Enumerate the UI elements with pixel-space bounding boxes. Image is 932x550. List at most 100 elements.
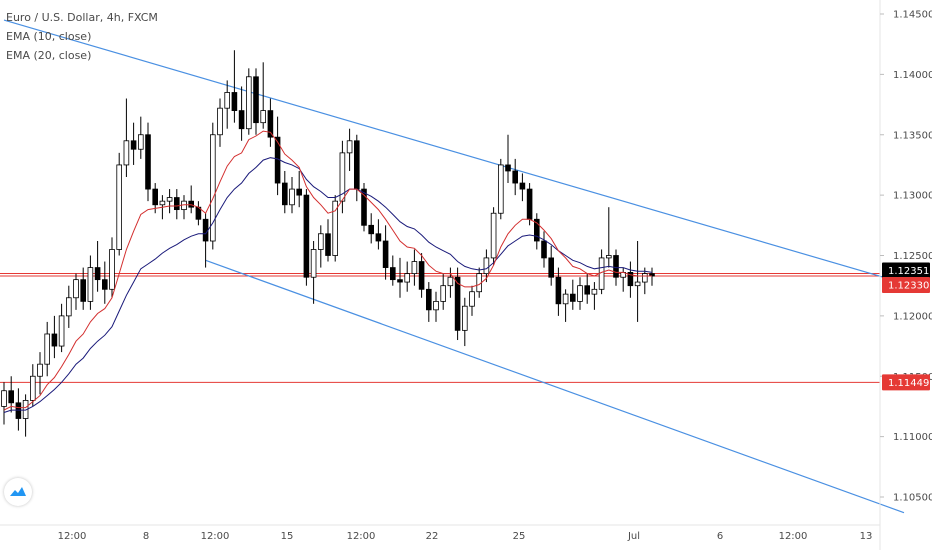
candle-body — [152, 188, 159, 206]
candle-body — [231, 92, 238, 112]
candle-body — [512, 170, 518, 184]
candle-body — [188, 200, 195, 208]
candle-body — [534, 218, 540, 242]
candle-body — [541, 240, 547, 259]
last-price-badge-bg — [882, 262, 930, 279]
level-1-badge-bg — [882, 277, 930, 294]
price-badges: 1.12351 1.12330 1.11449 — [882, 262, 930, 391]
ema-10-label[interactable]: EMA (10, close) — [6, 30, 92, 43]
last-price-badge-text: 1.12351 — [888, 266, 929, 277]
price-tick-label: 1.13500 — [893, 130, 932, 141]
candle-body — [87, 267, 94, 302]
candle-body — [562, 293, 569, 305]
candle-body — [260, 110, 266, 124]
candle-body — [267, 110, 274, 138]
candle-body — [73, 279, 79, 299]
price-tick-label: 1.12500 — [893, 251, 932, 262]
candle-body — [217, 107, 223, 136]
candle-body — [353, 140, 360, 190]
level-2-badge-bg — [882, 374, 930, 391]
candle-body — [15, 402, 22, 419]
candle-body — [627, 272, 634, 287]
candle-body — [461, 305, 468, 331]
price-axis[interactable]: 1.14500 1.14000 1.13500 1.13000 1.12500 1.120… — [880, 10, 932, 504]
brand-logo-icon[interactable] — [4, 478, 32, 506]
candle-body — [440, 285, 446, 302]
time-tick-label: 22 — [426, 531, 439, 542]
candle-body — [303, 194, 310, 278]
candle-body — [130, 140, 137, 150]
candle-body — [425, 288, 432, 311]
candle-body — [526, 188, 533, 220]
candle-body — [332, 200, 338, 256]
candle-body — [346, 140, 353, 154]
candle-body — [411, 261, 418, 275]
candle-body — [555, 276, 562, 305]
candle-body — [570, 293, 576, 302]
candle-body — [634, 281, 641, 287]
candle-body — [1, 390, 7, 407]
candle-body — [173, 197, 180, 211]
candle-body — [317, 233, 324, 250]
time-tick-label: 12:00 — [201, 531, 230, 542]
candle-body — [433, 300, 439, 311]
candle-body — [642, 273, 648, 283]
candle-body — [253, 76, 259, 124]
price-tick-label: 1.14000 — [893, 70, 932, 81]
candle-body — [404, 273, 410, 283]
candle-body — [339, 152, 346, 202]
candle-body — [109, 249, 115, 290]
ema-20-line — [3, 157, 653, 413]
candle-body — [123, 140, 130, 166]
candle-body — [245, 76, 252, 130]
candle-body — [505, 164, 511, 172]
candle-body — [66, 297, 72, 317]
candle-body — [102, 279, 108, 290]
time-tick-label: Jul — [627, 531, 640, 542]
candle-body — [389, 267, 396, 281]
channel-lower-line — [205, 259, 905, 514]
time-tick-label: 12:00 — [347, 531, 376, 542]
candle-body — [447, 276, 454, 287]
candle-body — [209, 134, 216, 242]
time-tick-label: 25 — [513, 531, 526, 542]
candle-body — [51, 333, 58, 347]
candle-body — [8, 390, 15, 404]
candle-body — [418, 261, 425, 290]
time-tick-label: 6 — [717, 531, 723, 542]
candle-body — [137, 134, 144, 150]
candle-body — [94, 267, 101, 281]
candle-body — [577, 285, 583, 302]
candle-body — [584, 285, 590, 295]
candle-body — [80, 279, 87, 302]
candle-body — [224, 92, 231, 109]
time-tick-label: 13 — [860, 531, 873, 542]
level-2-badge-text: 1.11449 — [888, 378, 929, 389]
logo-mark-icon — [10, 487, 26, 496]
candle-body — [325, 233, 331, 256]
chart-legend: Euro / U.S. Dollar, 4h, FXCM EMA (10, cl… — [6, 8, 158, 65]
level-1-badge-text: 1.12330 — [888, 281, 929, 292]
time-axis[interactable]: 12:00 8 12:00 15 12:00 22 25 Jul 6 12:00 13 — [58, 531, 873, 542]
symbol-title[interactable]: Euro / U.S. Dollar, 4h, FXCM — [6, 11, 158, 24]
ema-10-line — [3, 130, 652, 411]
candle-body — [375, 233, 382, 242]
candle-body — [37, 363, 43, 377]
candle-body — [490, 212, 497, 259]
candle-body — [591, 288, 598, 295]
candle-body — [613, 255, 619, 278]
candle-body — [454, 276, 461, 331]
time-tick-label: 12:00 — [58, 531, 87, 542]
price-tick-label: 1.13000 — [893, 191, 932, 202]
candle-body — [58, 315, 65, 347]
candle-body — [382, 240, 389, 268]
candle-body — [289, 188, 295, 206]
candle-body — [44, 333, 50, 365]
ema-20-label[interactable]: EMA (20, close) — [6, 49, 92, 62]
price-tick-label: 1.12000 — [893, 311, 932, 322]
channel-upper-line — [3, 19, 905, 284]
candle-body — [368, 224, 374, 235]
candle-body — [166, 197, 173, 202]
candle-body — [361, 188, 367, 226]
